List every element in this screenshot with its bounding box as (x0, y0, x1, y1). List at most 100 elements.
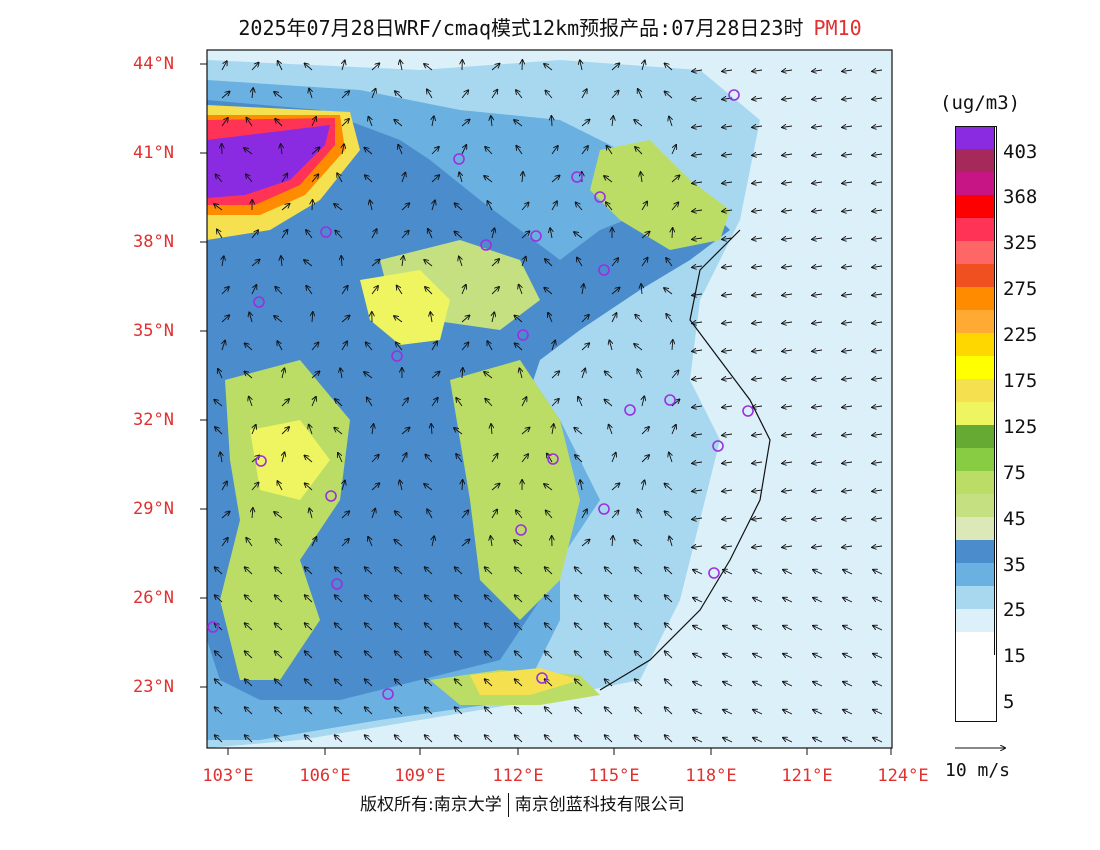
wind-vector (752, 126, 763, 127)
wind-vector (395, 91, 403, 99)
wind-vector (582, 284, 584, 295)
wind-vector (365, 595, 373, 603)
wind-vector (215, 427, 223, 435)
wind-vector (872, 238, 883, 239)
wind-vector (782, 154, 793, 155)
wind-vector (575, 707, 583, 715)
legend-swatch (955, 402, 995, 425)
wind-vector (365, 735, 373, 743)
wind-vector (664, 288, 673, 295)
wind-vector (311, 397, 316, 407)
wind-vector (545, 707, 553, 715)
wind-vector (722, 182, 733, 183)
legend-swatch (955, 448, 995, 471)
wind-vector (635, 595, 643, 603)
wind-vector (672, 340, 673, 351)
wind-vector (812, 126, 823, 127)
pm10-yellow-south (470, 668, 580, 695)
pm10-hotspot-purple (207, 125, 330, 198)
wind-vector (693, 682, 703, 687)
lon-label-124: 124°E (877, 766, 929, 786)
wind-vector (693, 570, 703, 575)
wind-vector (372, 424, 374, 435)
wind-vector (692, 294, 703, 295)
wind-vector (372, 509, 375, 519)
wind-vector (812, 154, 823, 155)
wind-vector (752, 294, 763, 295)
wind-vector (669, 117, 672, 127)
wind-vector (842, 98, 853, 99)
legend-unit: (ug/m3) (940, 92, 1021, 114)
wind-vector (424, 64, 433, 71)
footer-left: 版权所有:南京大学 (360, 795, 502, 815)
wind-vector (334, 428, 343, 435)
wind-vector (364, 148, 373, 155)
wind-vector (515, 623, 523, 631)
wind-vector (215, 651, 223, 659)
wind-vector (275, 119, 283, 127)
pm10-green-ne (590, 140, 730, 250)
wind-vector (365, 175, 373, 183)
wind-vector (693, 710, 703, 715)
wind-vector (341, 286, 348, 295)
wind-vector (752, 378, 763, 379)
wind-vector (635, 623, 643, 631)
wind-vector (425, 567, 433, 575)
station-marker (547, 453, 559, 465)
wind-vector (455, 651, 463, 659)
wind-vector (812, 70, 823, 71)
lat-label-32: 32°N (133, 410, 174, 430)
wind-vector (872, 322, 883, 323)
wind-vector (311, 117, 316, 127)
wind-vector (842, 238, 853, 239)
legend-label-325: 325 (1003, 232, 1038, 254)
wind-vector (752, 238, 763, 239)
wind-vector (485, 623, 493, 631)
wind-vector (605, 735, 613, 743)
wind-vector (431, 175, 439, 183)
wind-vector (461, 342, 469, 351)
wind-vector (395, 623, 403, 631)
wind-vector (545, 567, 553, 575)
wind-vector (425, 623, 433, 631)
wind-vector (461, 539, 470, 547)
wind-vector (692, 70, 703, 71)
wind-vector (335, 623, 343, 631)
wind-vector (611, 91, 619, 99)
wind-vector (872, 406, 883, 407)
wind-vector (487, 201, 493, 211)
wind-vector (872, 462, 883, 463)
wind-vector (753, 710, 763, 715)
wind-vector (692, 266, 703, 267)
lat-label-26: 26°N (133, 588, 174, 608)
wind-vector (245, 623, 253, 631)
wind-vector (425, 707, 433, 715)
wind-vector (635, 707, 643, 715)
legend-label-125: 125 (1003, 416, 1038, 438)
wind-vector (782, 378, 793, 379)
legend-label-225: 225 (1003, 324, 1038, 346)
wind-vector (782, 98, 793, 99)
wind-vector (782, 434, 793, 435)
legend-label-175: 175 (1003, 370, 1038, 392)
wind-vector (574, 428, 583, 435)
wind-vector (641, 455, 649, 463)
wind-vector (338, 453, 343, 463)
wind-vector (221, 61, 227, 71)
legend-swatch (955, 310, 995, 333)
wind-vector (365, 679, 373, 687)
legend-label-368: 368 (1003, 186, 1038, 208)
wind-vector (516, 510, 523, 519)
wind-vector (842, 210, 853, 211)
wind-vector (782, 518, 793, 519)
wind-vector (872, 378, 883, 379)
wind-vector (782, 462, 793, 463)
wind-vector (311, 147, 320, 155)
wind-vector (395, 595, 403, 603)
wind-vector (431, 147, 439, 155)
wind-vector (514, 120, 523, 127)
station-marker (253, 296, 265, 308)
wind-vector (782, 322, 793, 323)
wind-vector (251, 230, 258, 239)
wind-vector (722, 238, 733, 239)
